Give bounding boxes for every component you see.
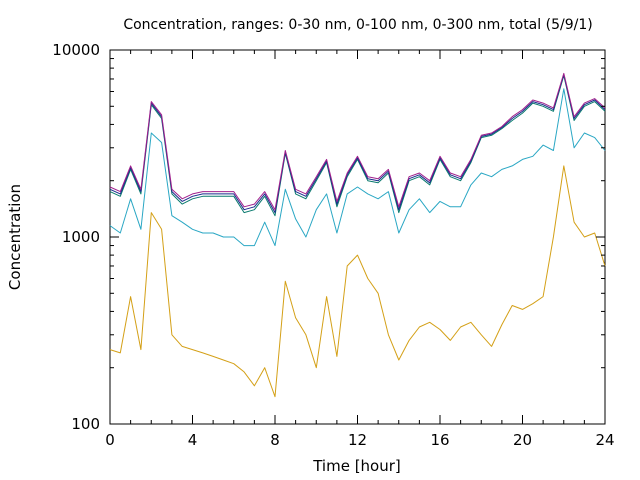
- x-axis-label: Time [hour]: [312, 457, 401, 475]
- x-tick-label: 12: [348, 431, 367, 449]
- x-tick-label: 20: [513, 431, 532, 449]
- series-layer: [109, 72, 606, 398]
- plot-frame: [109, 49, 606, 425]
- series-line-2: [109, 88, 606, 247]
- y-axis-label: Concentration: [6, 184, 24, 290]
- chart-title: Concentration, ranges: 0-30 nm, 0-100 nm…: [123, 17, 592, 33]
- series-line-5: [109, 72, 606, 211]
- y-tick-label: 100: [71, 415, 100, 433]
- x-tick-label: 0: [105, 431, 115, 449]
- y-tick-label: 10000: [52, 41, 100, 59]
- x-tick-label: 16: [430, 431, 449, 449]
- series-line-3: [109, 75, 606, 217]
- x-tick-label: 8: [270, 431, 280, 449]
- y-tick-label: 1000: [62, 228, 100, 246]
- axes-layer: 0 4 8 12 16 20 24 100 1000 10000: [52, 41, 614, 449]
- x-tick-label: 24: [595, 431, 614, 449]
- series-line-4: [109, 74, 606, 214]
- series-line-1: [109, 165, 606, 398]
- x-tick-label: 4: [188, 431, 198, 449]
